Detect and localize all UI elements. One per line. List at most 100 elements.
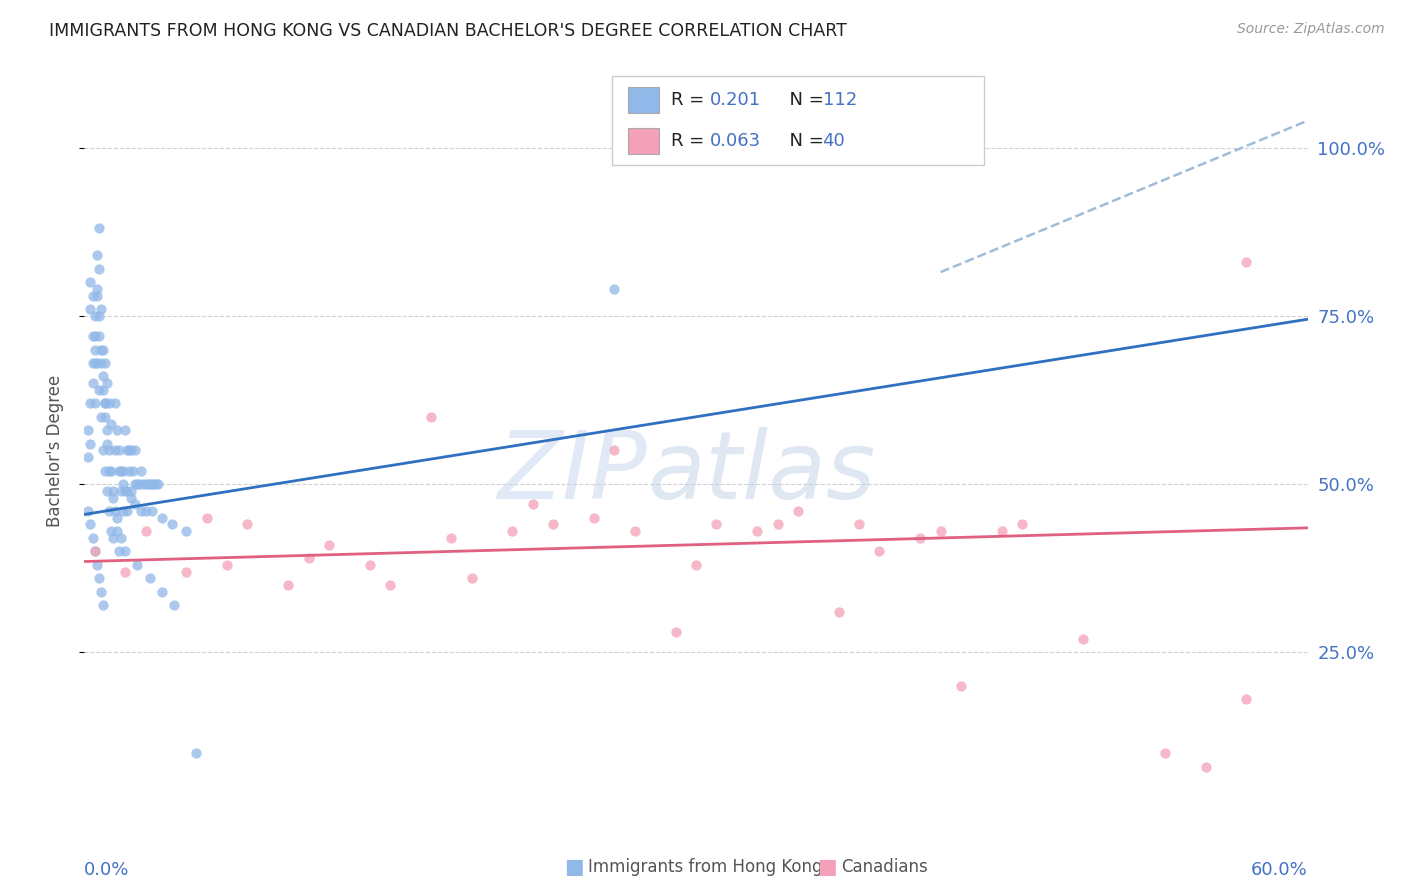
Point: [118, 464, 141, 478]
Point: [87, 309, 110, 323]
Text: 0.063: 0.063: [710, 132, 761, 150]
Point: [624, 524, 647, 539]
Point: [101, 491, 124, 505]
Point: [105, 423, 128, 437]
Point: [96, 376, 118, 391]
Point: [120, 443, 142, 458]
Point: [583, 510, 606, 524]
Point: [131, 504, 153, 518]
Point: [91, 599, 114, 613]
Point: [380, 578, 402, 592]
Point: [146, 477, 169, 491]
Point: [87, 571, 110, 585]
Point: [86, 248, 108, 262]
Point: [145, 477, 167, 491]
Text: ZIP: ZIP: [498, 427, 647, 518]
Text: Immigrants from Hong Kong: Immigrants from Hong Kong: [588, 858, 823, 876]
Point: [79, 275, 101, 289]
Point: [93, 396, 115, 410]
Point: [108, 544, 131, 558]
Point: [114, 423, 136, 437]
Point: [160, 517, 183, 532]
Point: [91, 343, 114, 357]
Point: [522, 497, 544, 511]
Point: [105, 524, 128, 539]
Text: R =: R =: [671, 132, 710, 150]
Point: [86, 558, 108, 572]
Point: [440, 531, 463, 545]
Point: [141, 504, 163, 518]
Point: [90, 409, 112, 424]
Point: [1236, 255, 1258, 269]
Point: [114, 565, 136, 579]
Point: [277, 578, 299, 592]
Point: [991, 524, 1014, 539]
Point: [150, 584, 173, 599]
Point: [115, 443, 138, 458]
Point: [141, 477, 163, 491]
Point: [848, 517, 870, 532]
Point: [83, 343, 105, 357]
Point: [79, 517, 101, 532]
Point: [1154, 747, 1177, 761]
Text: 40: 40: [823, 132, 845, 150]
Point: [79, 302, 101, 317]
Point: [101, 531, 124, 545]
Point: [114, 544, 136, 558]
Point: [86, 282, 108, 296]
Point: [131, 464, 153, 478]
Point: [108, 464, 131, 478]
Point: [135, 504, 157, 518]
Point: [110, 531, 132, 545]
Point: [87, 261, 110, 276]
Text: Source: ZipAtlas.com: Source: ZipAtlas.com: [1237, 22, 1385, 37]
Point: [124, 443, 146, 458]
Point: [298, 551, 321, 566]
Point: [100, 524, 122, 539]
Point: [82, 329, 104, 343]
Point: [787, 504, 810, 518]
Point: [93, 409, 115, 424]
Point: [461, 571, 484, 585]
Point: [869, 544, 891, 558]
Text: 0.0%: 0.0%: [84, 862, 129, 880]
Point: [766, 517, 789, 532]
Point: [1011, 517, 1033, 532]
Point: [82, 376, 104, 391]
Point: [603, 282, 626, 296]
Point: [110, 483, 132, 498]
Point: [706, 517, 728, 532]
Point: [163, 599, 186, 613]
Point: [104, 443, 127, 458]
Point: [79, 396, 101, 410]
Point: [96, 483, 118, 498]
Text: 0.201: 0.201: [710, 91, 761, 109]
Text: N =: N =: [778, 91, 830, 109]
Point: [318, 538, 340, 552]
Point: [120, 483, 142, 498]
Point: [1195, 760, 1218, 774]
Text: Canadians: Canadians: [841, 858, 928, 876]
Point: [174, 524, 197, 539]
Point: [91, 369, 114, 384]
Point: [1073, 632, 1095, 646]
Point: [127, 558, 149, 572]
Point: [747, 524, 769, 539]
Point: [91, 383, 114, 397]
Point: [90, 343, 112, 357]
Point: [1236, 692, 1258, 706]
Point: [236, 517, 259, 532]
Point: [97, 396, 120, 410]
Point: [112, 477, 135, 491]
Point: [135, 477, 157, 491]
Point: [77, 450, 100, 465]
Point: [91, 443, 114, 458]
Point: [603, 443, 626, 458]
Point: [685, 558, 707, 572]
Point: [136, 477, 159, 491]
Point: [359, 558, 381, 572]
Point: [87, 383, 110, 397]
Point: [115, 483, 138, 498]
Point: [142, 477, 165, 491]
Point: [90, 584, 112, 599]
